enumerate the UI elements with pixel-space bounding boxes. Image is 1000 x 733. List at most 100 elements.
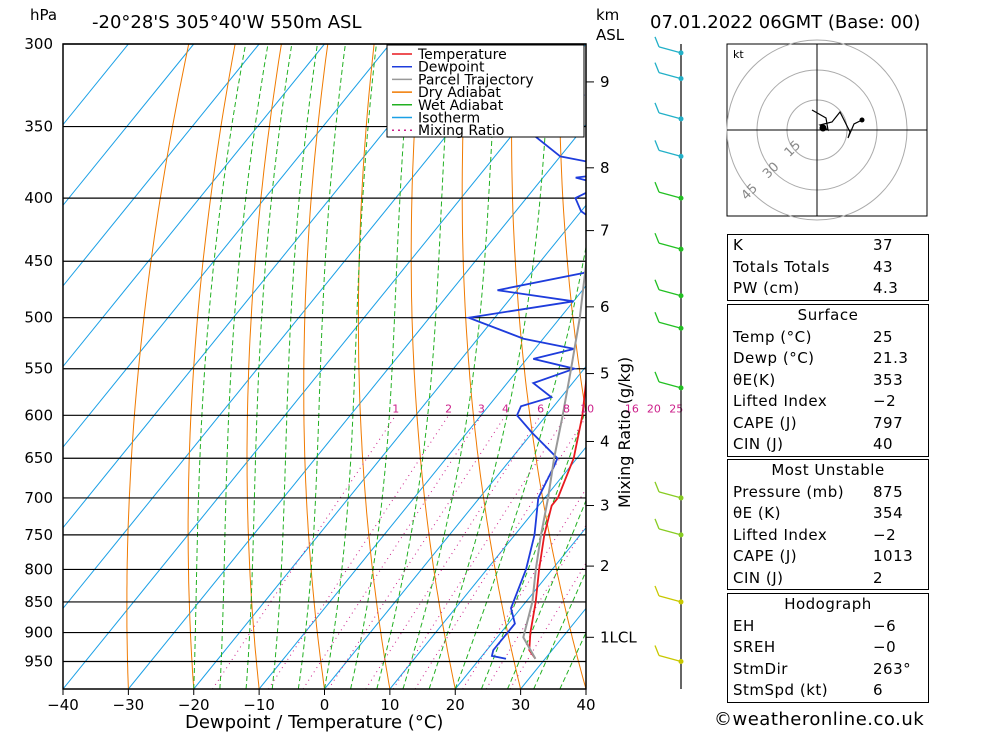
mixing-ratio-line — [267, 415, 450, 689]
km-tick-label: 8 — [600, 159, 610, 177]
wet-adiabat-line — [297, 44, 346, 689]
wind-barb — [658, 112, 682, 120]
wind-barb — [658, 595, 682, 603]
mu-row: CAPE (J) 1013 — [733, 547, 914, 565]
x-tick-label: 0 — [320, 696, 330, 714]
mixing-ratio-axis-label: Mixing Ratio (g/kg) — [615, 357, 634, 508]
mixing-ratio-line — [392, 415, 567, 689]
isotherm-line — [258, 285, 586, 689]
dry-adiabat-line — [977, 44, 1000, 689]
pressure-tick-label: 800 — [24, 560, 53, 578]
parcel-trajectory-line — [522, 256, 586, 660]
wind-barb-flag — [654, 481, 660, 493]
km-label: km — [596, 6, 619, 24]
wind-barb — [658, 491, 682, 499]
legend-entry: Isotherm — [418, 111, 480, 127]
mixing-ratio-label: 20 — [647, 402, 661, 415]
isotherm-line — [193, 204, 586, 689]
storm-motion-marker — [819, 124, 827, 132]
km-tick-label: 1LCL — [600, 628, 637, 646]
legend-entry: Parcel Trajectory — [418, 72, 534, 88]
mixing-ratio-line — [328, 415, 506, 689]
dry-adiabat-line — [558, 44, 586, 416]
isotherm-line — [63, 44, 325, 368]
wind-barb — [658, 381, 682, 389]
legend-box — [386, 44, 585, 138]
pressure-tick-label: 400 — [24, 189, 53, 207]
x-tick-label: 30 — [511, 696, 530, 714]
wind-barb-flag — [654, 312, 660, 323]
wind-barb — [658, 242, 682, 250]
wind-barb — [658, 46, 682, 54]
wet-adiabat-line — [428, 44, 552, 689]
hodograph-point — [859, 117, 865, 123]
wind-barb-dot — [678, 532, 684, 538]
surface-row: CAPE (J) 797 — [733, 413, 904, 432]
wind-barb-flag — [654, 371, 660, 383]
wind-barb-dot — [678, 385, 684, 391]
isotherm-line — [63, 44, 391, 448]
isotherm-line — [63, 44, 522, 610]
isotherm-line — [63, 44, 129, 126]
wind-barb-flag — [654, 518, 660, 530]
wind-barb — [658, 654, 682, 663]
wind-barb-flag — [654, 181, 660, 193]
asl-label: ASL — [596, 26, 625, 44]
isotherm-line — [63, 44, 586, 689]
wind-barb — [658, 289, 682, 297]
x-axis-label: Dewpoint / Temperature (°C) — [185, 712, 443, 733]
most-unstable-table: Most Unstable Pressure (mb) 875 θE (K) 354… — [727, 459, 929, 590]
x-tick-label: −10 — [243, 696, 275, 714]
wind-barb-dot — [678, 116, 684, 122]
km-tick-label: 5 — [600, 365, 610, 383]
isotherm-line — [127, 123, 586, 689]
isotherm-line — [63, 44, 456, 529]
isotherm-line — [324, 365, 586, 689]
wet-adiabat-line — [533, 570, 586, 689]
surface-row: Lifted Index −2 — [733, 392, 897, 410]
km-tick-label: 4 — [600, 432, 610, 450]
indices-table: K 37 Totals Totals 43 PW (cm) 4.3 — [727, 234, 929, 301]
mixing-ratio-label: 25 — [669, 402, 683, 415]
pressure-tick-label: 450 — [24, 252, 53, 270]
wind-barb-flag — [654, 102, 660, 114]
mixing-ratio-label: 6 — [537, 402, 544, 415]
surface-row: Temp (°C) 25 — [733, 327, 894, 346]
hpa-label: hPa — [30, 6, 57, 24]
x-tick-label: 10 — [380, 696, 399, 714]
wind-barb-flag — [654, 585, 660, 597]
mixing-ratio-label: 4 — [502, 402, 509, 415]
wind-barb-dot — [678, 50, 684, 56]
isotherm-line — [63, 44, 260, 287]
mu-row: θE (K) 354 — [733, 504, 904, 522]
hodograph-trace — [811, 109, 863, 139]
wind-barb — [658, 528, 682, 536]
wet-adiabat-line — [350, 44, 412, 689]
mu-row: Lifted Index −2 — [733, 525, 897, 544]
mixing-ratio-label: 8 — [563, 402, 570, 415]
wind-barb-dot — [678, 195, 684, 201]
km-tick-label: 2 — [600, 557, 610, 575]
mixing-ratio-label: 1 — [392, 402, 399, 415]
hodo-row: EH −6 — [733, 616, 897, 635]
surface-row: θE(K) 353 — [733, 370, 904, 389]
dry-adiabat-line — [357, 44, 391, 689]
km-tick-label: 9 — [600, 73, 610, 91]
mixing-ratio-label: 16 — [625, 402, 639, 415]
pressure-tick-label: 300 — [24, 35, 53, 53]
wind-barb-dot — [678, 495, 684, 501]
dry-adiabat-line — [126, 44, 190, 689]
x-tick-label: 20 — [446, 696, 465, 714]
dewpoint-line — [465, 52, 586, 660]
hodo-row: StmDir 263° — [733, 659, 912, 678]
surface-table: Surface Temp (°C) 25 Dewp (°C) 21.3 θE(K) 3… — [727, 304, 929, 457]
isotherm-line — [389, 446, 586, 689]
dry-adiabat-line — [410, 44, 456, 689]
wind-barb-flag — [654, 279, 660, 291]
wind-barb-flag — [654, 645, 660, 656]
pressure-tick-label: 600 — [24, 406, 53, 424]
wet-adiabat-line — [507, 499, 586, 689]
